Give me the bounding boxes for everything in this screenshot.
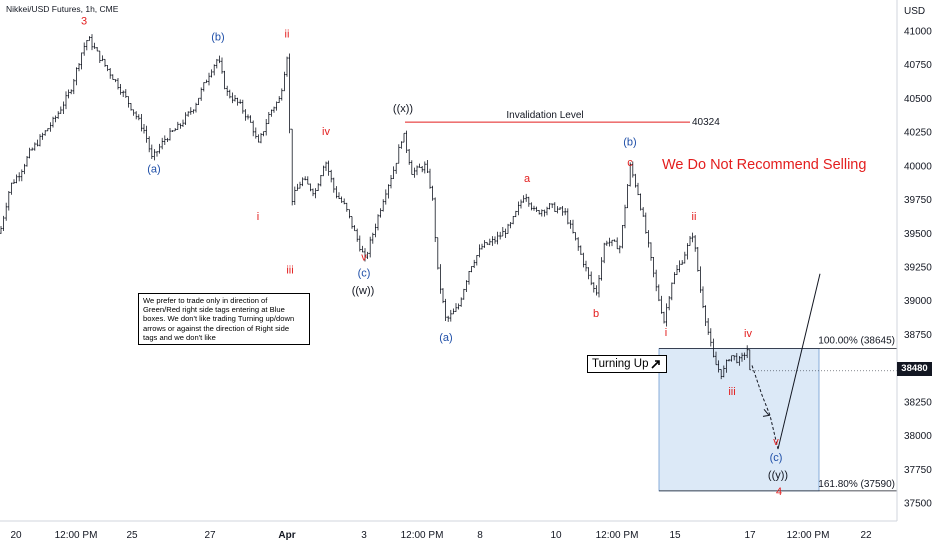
wave-label: v bbox=[361, 251, 367, 263]
time-tick-label: Apr bbox=[278, 530, 295, 541]
wave-label: b bbox=[593, 308, 599, 320]
headline-text: We Do Not Recommend Selling bbox=[662, 157, 867, 173]
time-axis[interactable]: 20 12:00 PM 25 27 Apr 3 12:00 PM 8 10 12:00 PM 15 1… bbox=[10, 530, 872, 541]
wave-label: a bbox=[524, 173, 531, 185]
price-tick-label: 38000 bbox=[904, 431, 932, 442]
wave-label: (b) bbox=[623, 137, 636, 149]
projected-path-up bbox=[777, 273, 821, 450]
wave-label: (a) bbox=[439, 332, 452, 344]
wave-label: (c) bbox=[770, 452, 783, 464]
price-tick-label: 39500 bbox=[904, 229, 932, 240]
time-tick-label: 27 bbox=[204, 530, 216, 541]
time-tick-label: 8 bbox=[477, 530, 483, 541]
wave-label: ii bbox=[285, 29, 290, 41]
wave-label: ((x)) bbox=[393, 103, 413, 115]
projection-layer bbox=[751, 273, 897, 450]
wave-label: (b) bbox=[211, 31, 224, 43]
price-tick-label: 40250 bbox=[904, 128, 932, 139]
blue-box-layer bbox=[658, 348, 820, 492]
wave-label: 4 bbox=[776, 486, 782, 498]
time-tick-label: 25 bbox=[126, 530, 138, 541]
price-tick-label: 39750 bbox=[904, 195, 932, 206]
price-tick-label: 39250 bbox=[904, 263, 932, 274]
wave-label: iii bbox=[728, 386, 735, 398]
time-tick-label: 20 bbox=[10, 530, 22, 541]
time-tick-label: 12:00 PM bbox=[787, 530, 830, 541]
price-tick-label: 38250 bbox=[904, 397, 932, 408]
price-tick-label: 40750 bbox=[904, 60, 932, 71]
price-tick-label: 38750 bbox=[904, 330, 932, 341]
price-tick-label: 40500 bbox=[904, 94, 932, 105]
projection-arrowhead bbox=[762, 409, 770, 417]
time-tick-label: 17 bbox=[744, 530, 756, 541]
currency-label: USD bbox=[904, 6, 926, 17]
turning-up-tag: Turning Up bbox=[587, 355, 668, 373]
wave-label: i bbox=[257, 211, 259, 223]
time-tick-label: 12:00 PM bbox=[55, 530, 98, 541]
time-tick-label: 12:00 PM bbox=[401, 530, 444, 541]
wave-label: iv bbox=[744, 328, 752, 340]
wave-label: c bbox=[627, 157, 633, 169]
turning-up-label: Turning Up bbox=[592, 358, 649, 370]
current-price-badge: 38480 bbox=[897, 362, 932, 376]
symbol-title: Nikkei/USD Futures, 1h, CME bbox=[6, 4, 119, 14]
price-tick-label: 39000 bbox=[904, 296, 932, 307]
price-tick-label: 37500 bbox=[904, 499, 932, 510]
fib-1618-label: 161.80% (37590) bbox=[818, 479, 895, 490]
time-tick-label: 3 bbox=[361, 530, 367, 541]
time-tick-label: 15 bbox=[669, 530, 681, 541]
price-tick-label: 37750 bbox=[904, 465, 932, 476]
candles-layer bbox=[0, 34, 751, 380]
blue-box-zone bbox=[658, 348, 820, 492]
wave-label: iv bbox=[322, 126, 330, 138]
trading-note: We prefer to trade only in direction of … bbox=[138, 293, 310, 346]
invalidation-value: 40324 bbox=[692, 117, 720, 128]
wave-label: v bbox=[773, 436, 779, 448]
wave-label: ((w)) bbox=[352, 285, 375, 297]
wave-label: (a) bbox=[147, 164, 160, 176]
wave-label: iii bbox=[286, 265, 293, 277]
time-tick-label: 22 bbox=[860, 530, 872, 541]
wave-label: ((y)) bbox=[768, 470, 788, 482]
wave-labels-layer: 3(a)(b) iiiiiiivv(c)((w))((x))(a)ab(b)cii… bbox=[81, 15, 788, 498]
wave-label: ii bbox=[692, 211, 697, 223]
arrow-up-right-icon bbox=[651, 360, 661, 369]
levels-layer: Invalidation Level 40324 100.00% (38645) 16… bbox=[405, 110, 897, 492]
price-tick-label: 41000 bbox=[904, 27, 932, 38]
invalidation-label: Invalidation Level bbox=[506, 110, 583, 121]
fib-100-label: 100.00% (38645) bbox=[818, 336, 895, 347]
time-tick-label: 10 bbox=[550, 530, 562, 541]
time-tick-label: 12:00 PM bbox=[596, 530, 639, 541]
wave-label: (c) bbox=[358, 267, 371, 279]
price-axis[interactable]: 41000 40750 40500 40250 40000 39750 39500 39250… bbox=[904, 27, 932, 510]
wave-label: 3 bbox=[81, 15, 87, 27]
projected-path-down bbox=[751, 365, 779, 450]
wave-label: i bbox=[665, 327, 667, 339]
price-tick-label: 40000 bbox=[904, 161, 932, 172]
